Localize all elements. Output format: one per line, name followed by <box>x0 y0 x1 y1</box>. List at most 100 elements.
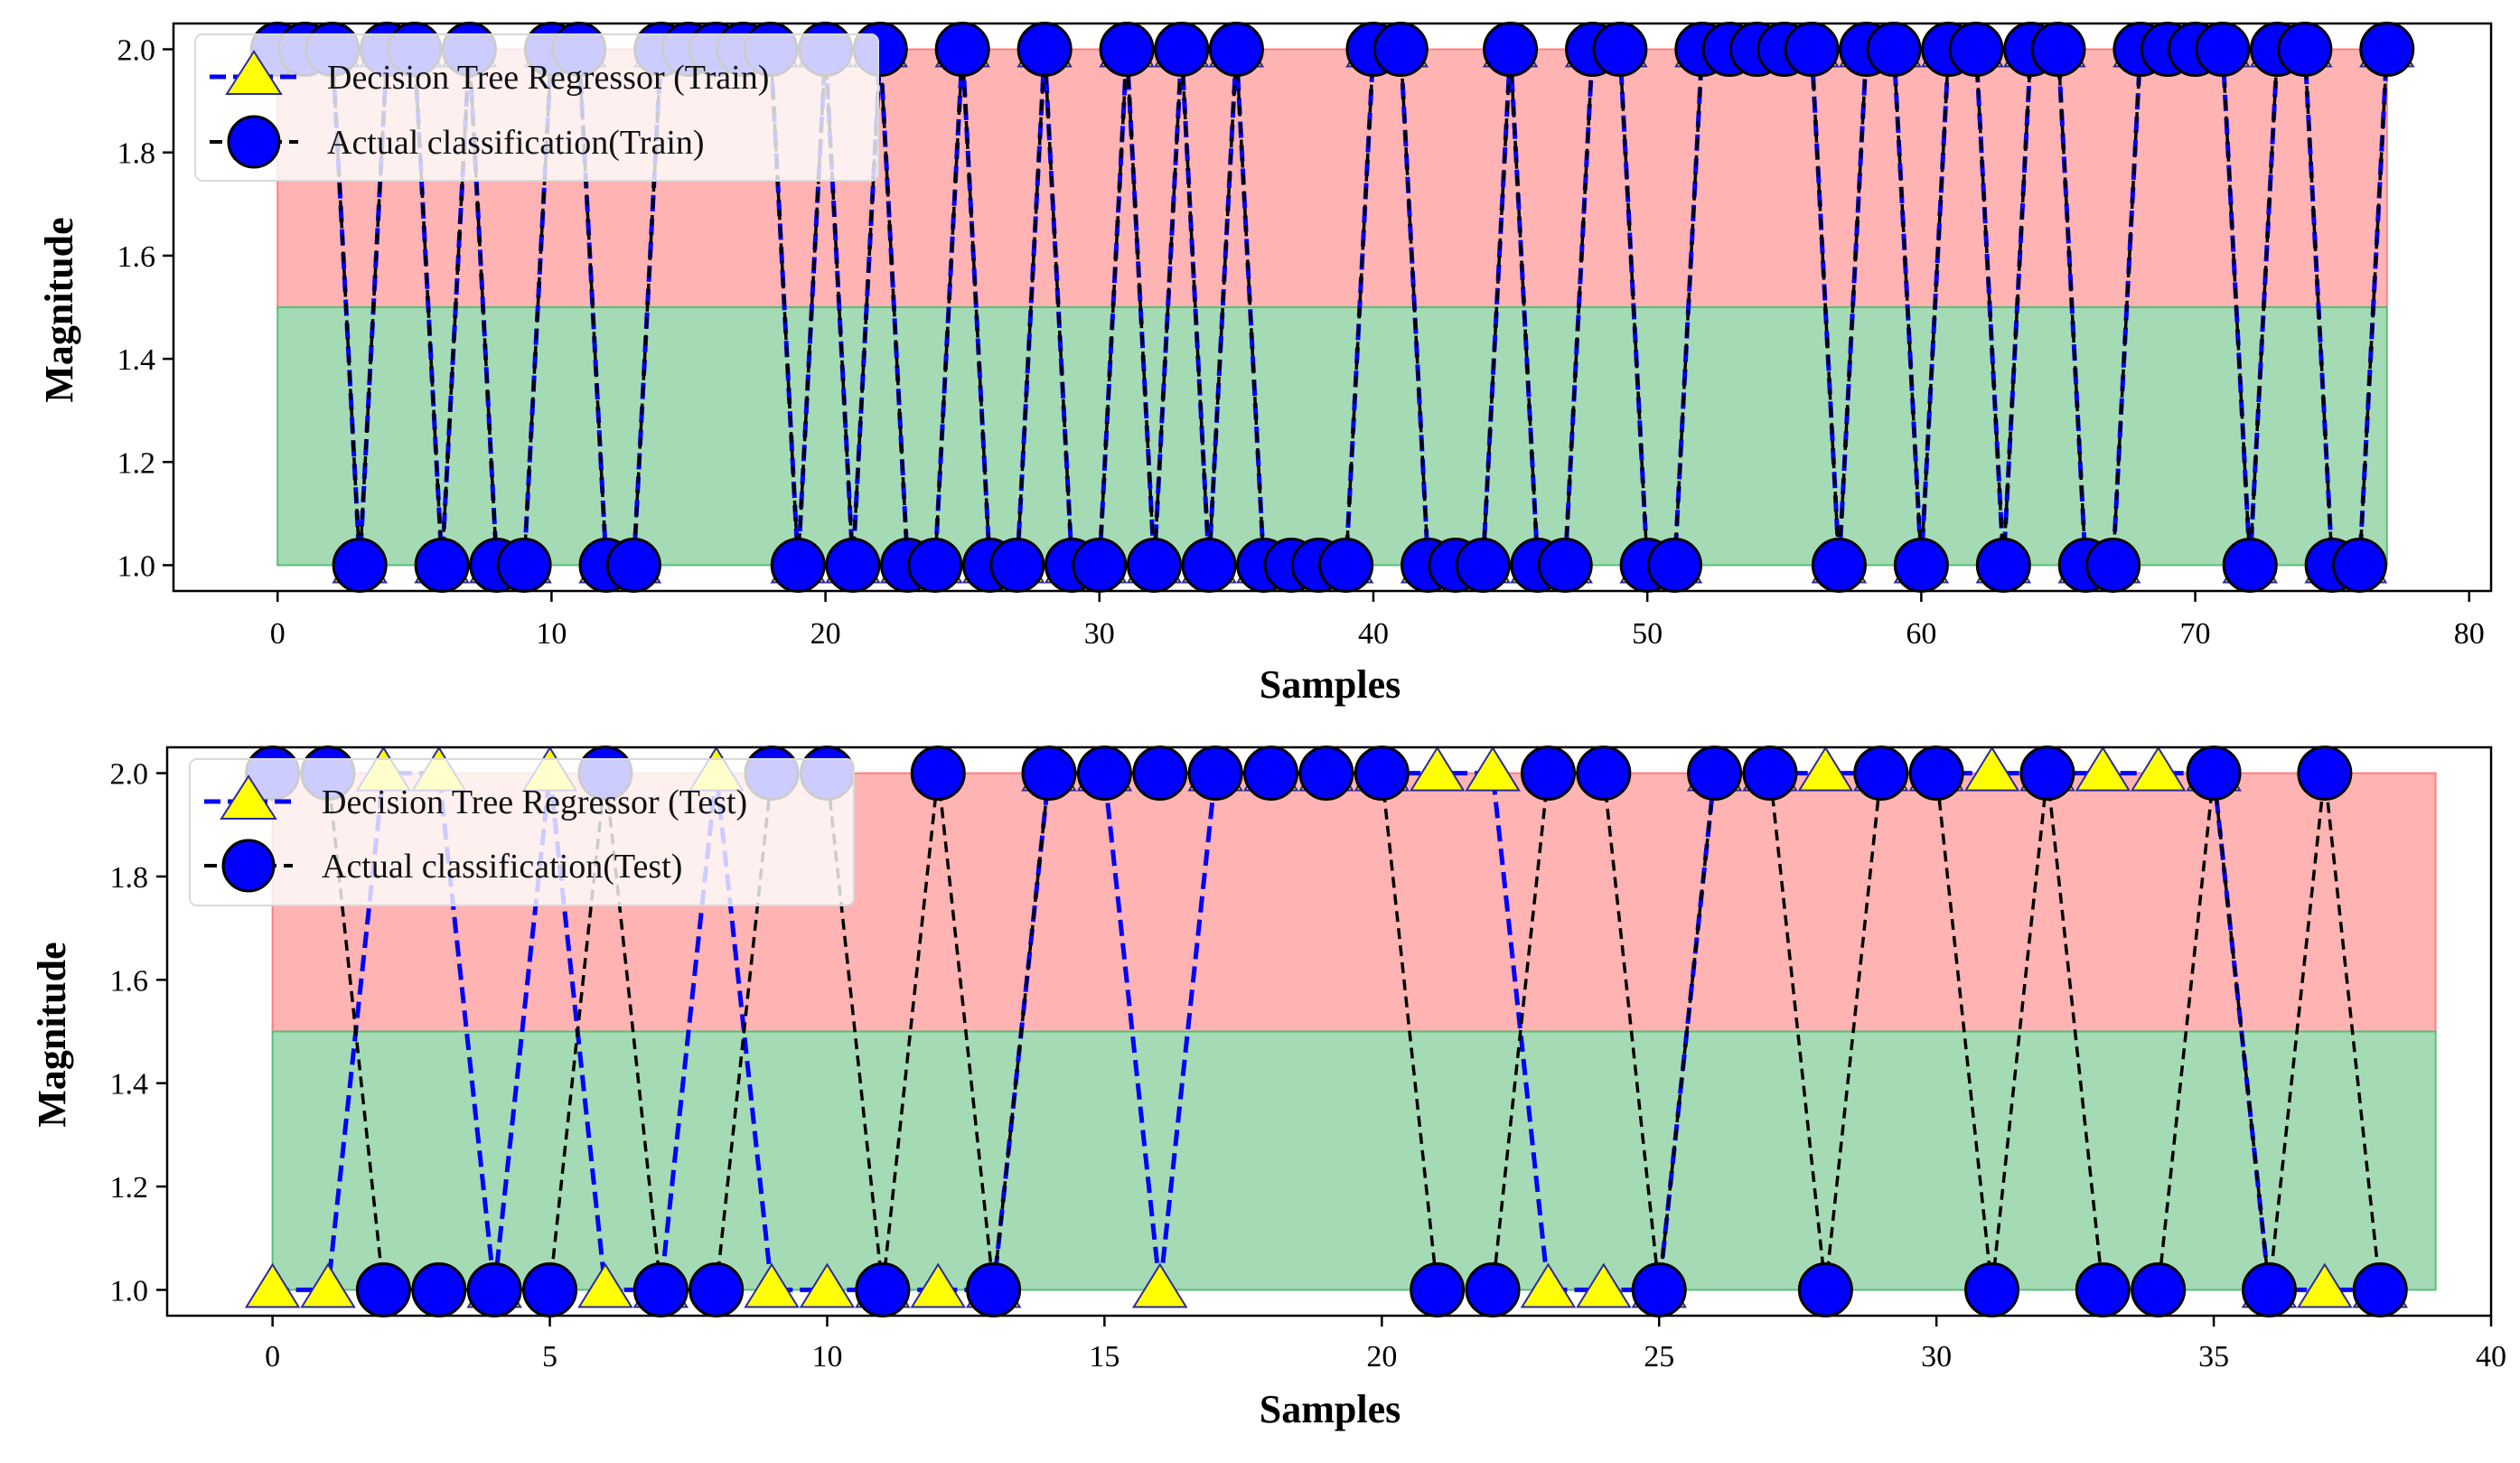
test-chart-panel: 0 5 10 15 20 25 30 35 40 1.0 1.2 1.4 1.6 1.8 2.0 Sampl… <box>30 746 2507 1431</box>
train-actual-point <box>1181 537 1237 593</box>
train-actual-point <box>934 22 990 78</box>
train-y-tick-label: 1.8 <box>117 137 156 171</box>
test-actual-point <box>2131 1261 2187 1318</box>
test-x-tick-label: 35 <box>2198 1340 2229 1374</box>
test-legend-pred-label: Decision Tree Regressor (Test) <box>322 783 747 821</box>
test-actual-point <box>1243 746 1299 802</box>
train-x-tick-label: 70 <box>2180 617 2211 651</box>
train-actual-point <box>1072 537 1128 593</box>
test-actual-point <box>1908 746 1964 802</box>
test-band-green <box>271 1030 2437 1291</box>
test-ticks: 0 5 10 15 20 25 30 35 40 1.0 1.2 1.4 1.6 1.8 2.0 <box>110 758 2507 1374</box>
train-y-tick-label: 1.2 <box>117 446 156 480</box>
train-legend-actual-marker <box>227 115 281 169</box>
train-actual-point <box>496 537 552 593</box>
test-legend-actual-marker <box>221 839 276 893</box>
test-legend-actual-label: Actual classification(Test) <box>322 848 682 886</box>
train-actual-point <box>1784 22 1840 78</box>
test-pred-point <box>799 1262 856 1308</box>
train-actual-point <box>1099 22 1155 78</box>
train-actual-point <box>2085 537 2141 593</box>
train-x-axis-title: Samples <box>1260 662 1401 707</box>
train-actual-point <box>1126 537 1182 593</box>
test-actual-point <box>1410 1261 1466 1318</box>
test-x-tick-label: 0 <box>265 1340 280 1374</box>
test-actual-line <box>272 771 2382 1292</box>
test-pred-point <box>1409 746 1466 792</box>
train-actual-point <box>2222 537 2278 593</box>
test-actual-point <box>1465 1261 1521 1318</box>
train-actual-point <box>2195 22 2251 78</box>
train-legend-pred-label: Decision Tree Regressor (Train) <box>327 59 769 97</box>
test-legend-box <box>189 758 855 906</box>
train-legend-box <box>194 33 879 182</box>
test-y-axis-title: Magnitude <box>30 942 74 1127</box>
train-actual-point <box>770 537 826 593</box>
train-actual-point <box>2359 22 2415 78</box>
test-actual-point <box>2241 1261 2297 1318</box>
test-actual-point <box>1076 746 1132 802</box>
train-actual-point <box>1592 22 1648 78</box>
test-y-tick-label: 1.8 <box>110 861 149 895</box>
test-axes-frame <box>165 746 2493 1318</box>
train-actual-point <box>332 537 388 593</box>
train-legend-actual-label: Actual classification(Train) <box>327 124 705 162</box>
test-actual-point <box>1853 746 1909 802</box>
test-actual-point <box>1964 1261 2020 1318</box>
test-pred-point <box>744 1262 800 1308</box>
train-actual-point <box>1646 537 1702 593</box>
test-legend: Decision Tree Regressor (Test) Actual cl… <box>189 758 855 906</box>
train-x-tick-label: 60 <box>1906 617 1936 651</box>
train-x-tick-label: 40 <box>1358 617 1389 651</box>
test-actual-point <box>966 1261 1022 1318</box>
test-actual-point <box>1687 746 1743 802</box>
train-actual-point <box>1866 22 1922 78</box>
test-actual-point <box>411 1261 467 1318</box>
test-y-tick-label: 2.0 <box>110 758 149 792</box>
train-actual-point <box>2277 22 2333 78</box>
test-pred-point <box>1797 746 1854 792</box>
test-x-tick-label: 5 <box>542 1340 557 1374</box>
train-chart-panel: 0 10 20 30 40 50 60 70 80 1.0 1.2 1.4 1.6 1.8 2.0 Samp… <box>37 22 2493 707</box>
test-actual-point <box>1576 746 1632 802</box>
train-actual-point <box>907 537 963 593</box>
test-pred-point <box>577 1262 633 1308</box>
train-actual-point <box>1893 537 1949 593</box>
test-actual-point <box>632 1261 689 1318</box>
test-actual-point <box>1187 746 1243 802</box>
test-actual-point <box>1797 1261 1853 1318</box>
test-pred-point <box>2297 1262 2353 1308</box>
test-pred-point <box>244 1262 301 1308</box>
test-actual-point <box>1631 1261 1687 1318</box>
test-actual-point <box>466 1261 522 1318</box>
test-actual-point <box>1520 746 1576 802</box>
train-legend-pred-marker <box>225 50 283 95</box>
test-x-tick-label: 40 <box>2476 1340 2506 1374</box>
test-y-tick-label: 1.2 <box>110 1171 149 1205</box>
test-pred-point <box>1131 1262 1188 1308</box>
test-actual-point <box>2075 1261 2131 1318</box>
train-actual-point <box>1537 537 1593 593</box>
train-actual-point <box>1372 22 1429 78</box>
test-actual-point <box>2019 746 2075 802</box>
test-actual-point <box>910 746 966 802</box>
test-x-tick-label: 20 <box>1366 1340 1397 1374</box>
train-actual-point <box>414 537 470 593</box>
train-y-tick-label: 2.0 <box>117 34 156 68</box>
train-actual-point <box>1208 22 1264 78</box>
train-x-tick-label: 0 <box>270 617 286 651</box>
test-x-tick-label: 30 <box>1921 1340 1952 1374</box>
test-x-tick-label: 25 <box>1644 1340 1674 1374</box>
train-actual-point <box>2331 537 2387 593</box>
train-actual-point <box>825 537 881 593</box>
train-y-tick-label: 1.4 <box>117 343 156 377</box>
test-pred-point <box>2075 746 2131 792</box>
test-actual-point <box>855 1261 911 1318</box>
test-pred-point <box>1465 746 1521 792</box>
train-x-tick-label: 50 <box>1632 617 1663 651</box>
train-ticks: 0 10 20 30 40 50 60 70 80 1.0 1.2 1.4 1.6 1.8 2.0 <box>117 34 2485 651</box>
train-actual-point <box>1975 537 2031 593</box>
test-pred-point <box>300 1262 356 1308</box>
train-band-green <box>276 306 2388 567</box>
train-y-tick-label: 1.0 <box>117 549 156 583</box>
